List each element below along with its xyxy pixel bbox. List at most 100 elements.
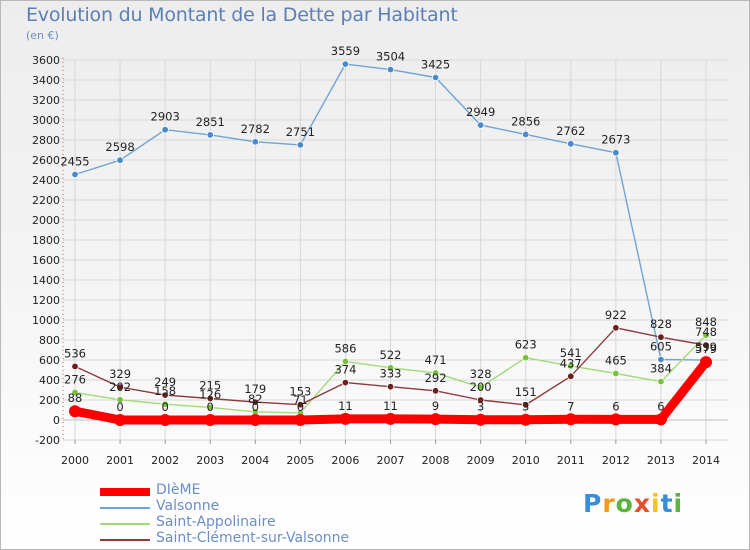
data-point [519, 413, 532, 426]
y-tick-label: 1600 [32, 254, 60, 267]
data-point [341, 357, 350, 366]
x-tick-label: 2010 [512, 454, 540, 467]
data-label: 384 [650, 362, 672, 376]
y-tick-label: 0 [53, 414, 60, 427]
data-point [476, 396, 485, 404]
legend-swatch-saint-clement [100, 539, 150, 541]
data-label: 292 [425, 371, 447, 385]
data-point [249, 414, 262, 426]
x-tick-label: 2006 [331, 454, 359, 467]
data-label: 2673 [601, 133, 630, 147]
data-point [609, 413, 622, 426]
data-point [69, 405, 81, 418]
data-point [386, 65, 395, 74]
data-label: 0 [116, 400, 123, 414]
data-point [114, 414, 127, 426]
logo-letter: P [583, 489, 603, 518]
y-tick-label: 2000 [32, 214, 60, 227]
data-label: 0 [252, 400, 259, 414]
data-point [657, 333, 665, 341]
y-tick-label: 400 [39, 374, 60, 387]
data-label: 374 [334, 363, 356, 377]
logo-letter: o [615, 489, 634, 518]
data-point [612, 148, 620, 157]
data-label: 579 [695, 342, 717, 356]
data-point [522, 354, 530, 362]
data-label: 0 [207, 400, 214, 414]
data-point [71, 388, 79, 397]
data-label: 2949 [466, 105, 495, 119]
data-label: 3 [477, 400, 484, 414]
data-label: 2856 [511, 114, 540, 128]
data-point [702, 331, 710, 339]
data-label: 3425 [421, 58, 450, 72]
x-tick-label: 2000 [61, 454, 89, 467]
x-tick-label: 2007 [377, 454, 405, 467]
logo-letter: x [633, 489, 651, 518]
data-label: 82 [248, 392, 263, 406]
axes: -200020040060080010001200140016001800200… [32, 54, 720, 467]
data-point [161, 125, 169, 134]
data-label: 828 [650, 317, 672, 331]
data-label: 522 [380, 348, 402, 362]
data-label: 471 [425, 353, 447, 367]
data-point [564, 413, 577, 426]
data-label: 9 [432, 399, 439, 413]
data-point [251, 138, 259, 146]
x-tick-label: 2014 [692, 454, 720, 467]
legend-swatch-valsonne [100, 507, 150, 509]
legend-swatch-saint-appolinaire [100, 523, 150, 525]
y-tick-label: 3200 [32, 94, 60, 107]
data-label: 249 [154, 375, 176, 389]
data-point [657, 377, 665, 386]
data-point [206, 403, 214, 412]
data-point [429, 413, 442, 426]
data-label: 2455 [60, 155, 89, 169]
data-label: 202 [109, 380, 131, 394]
data-point [206, 131, 214, 139]
x-tick-label: 2012 [602, 454, 630, 467]
legend-label-dieme: DIèME [156, 482, 201, 498]
data-point [161, 400, 169, 408]
y-tick-label: 2200 [32, 194, 60, 207]
data-point [476, 121, 485, 129]
data-point [204, 414, 217, 426]
y-tick-label: 600 [39, 354, 60, 367]
data-label: 437 [560, 356, 582, 370]
data-point [431, 369, 440, 377]
data-point [251, 398, 259, 406]
data-point [71, 362, 79, 371]
data-label: 3559 [331, 44, 360, 58]
x-tick-label: 2004 [241, 454, 269, 467]
data-point [116, 383, 124, 391]
logo-letter: i [673, 489, 684, 518]
chart-title: Evolution du Montant de la Dette par Hab… [26, 4, 458, 26]
data-label: 2762 [556, 124, 585, 138]
legend-swatch-dieme [100, 488, 150, 496]
data-label: 599 [695, 340, 717, 354]
y-tick-label: 1400 [32, 274, 60, 287]
x-tick-label: 2011 [557, 454, 585, 467]
data-label: 536 [64, 346, 86, 360]
data-label: 2903 [151, 110, 180, 124]
data-label: 2751 [286, 125, 315, 139]
data-point [116, 156, 124, 164]
y-tick-label: 3000 [32, 114, 60, 127]
data-point [339, 412, 352, 425]
data-point [341, 60, 350, 68]
chart-subtitle: (en €) [26, 29, 59, 42]
logo-letter: i [651, 489, 661, 518]
data-point [476, 383, 485, 391]
y-tick-label: 2600 [32, 154, 60, 167]
data-point [612, 324, 620, 332]
data-point [206, 394, 214, 403]
data-point [386, 383, 395, 391]
data-point [474, 413, 487, 426]
data-label: 623 [515, 338, 537, 352]
y-tick-label: 3400 [32, 74, 60, 87]
data-label: 333 [380, 367, 402, 381]
y-tick-label: 1800 [32, 234, 60, 247]
data-label: 0 [161, 400, 168, 414]
data-label: 6 [612, 399, 619, 413]
